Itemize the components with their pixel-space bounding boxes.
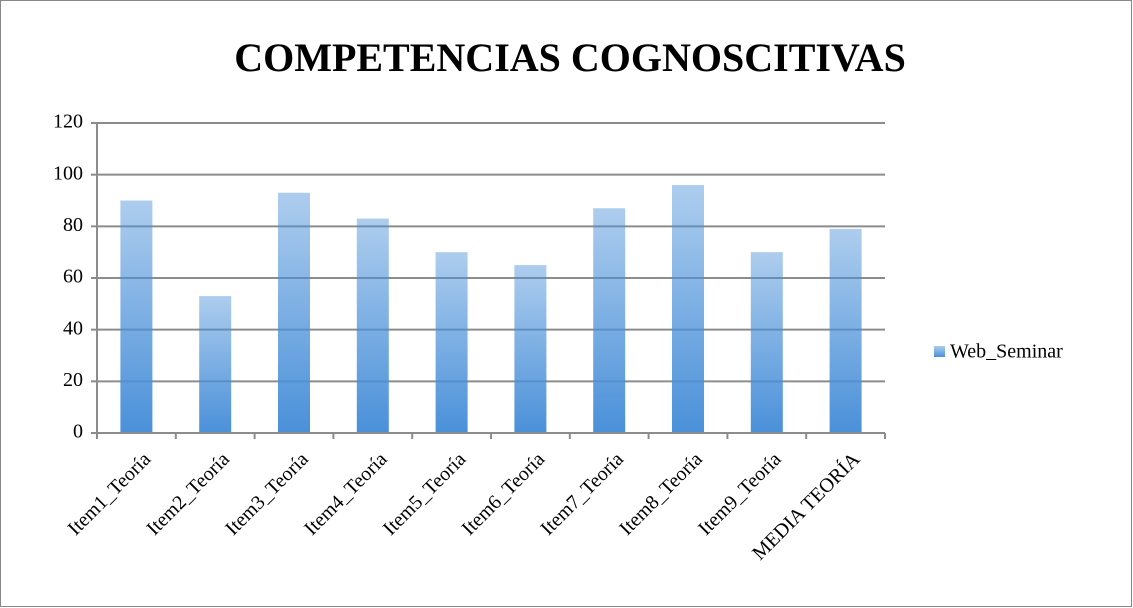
y-tick-label: 0 (73, 421, 83, 443)
y-tick-label: 80 (63, 214, 83, 236)
y-tick-label: 60 (63, 266, 83, 288)
y-tick-label: 40 (63, 317, 83, 339)
bar (278, 192, 310, 433)
bar (356, 218, 389, 433)
bar (514, 265, 547, 433)
legend-label: Web_Seminar (950, 341, 1063, 363)
bar (593, 208, 626, 433)
y-tick-label: 100 (53, 162, 83, 184)
chart-title: COMPETENCIAS COGNOSCITIVAS (234, 35, 906, 80)
bar (199, 296, 232, 433)
legend-swatch (934, 346, 945, 357)
y-tick-label: 120 (53, 111, 83, 133)
bar (829, 228, 862, 433)
bar (750, 252, 783, 433)
bar (120, 200, 153, 433)
bar (435, 252, 468, 433)
y-tick-label: 20 (63, 369, 83, 391)
bar (672, 185, 704, 433)
